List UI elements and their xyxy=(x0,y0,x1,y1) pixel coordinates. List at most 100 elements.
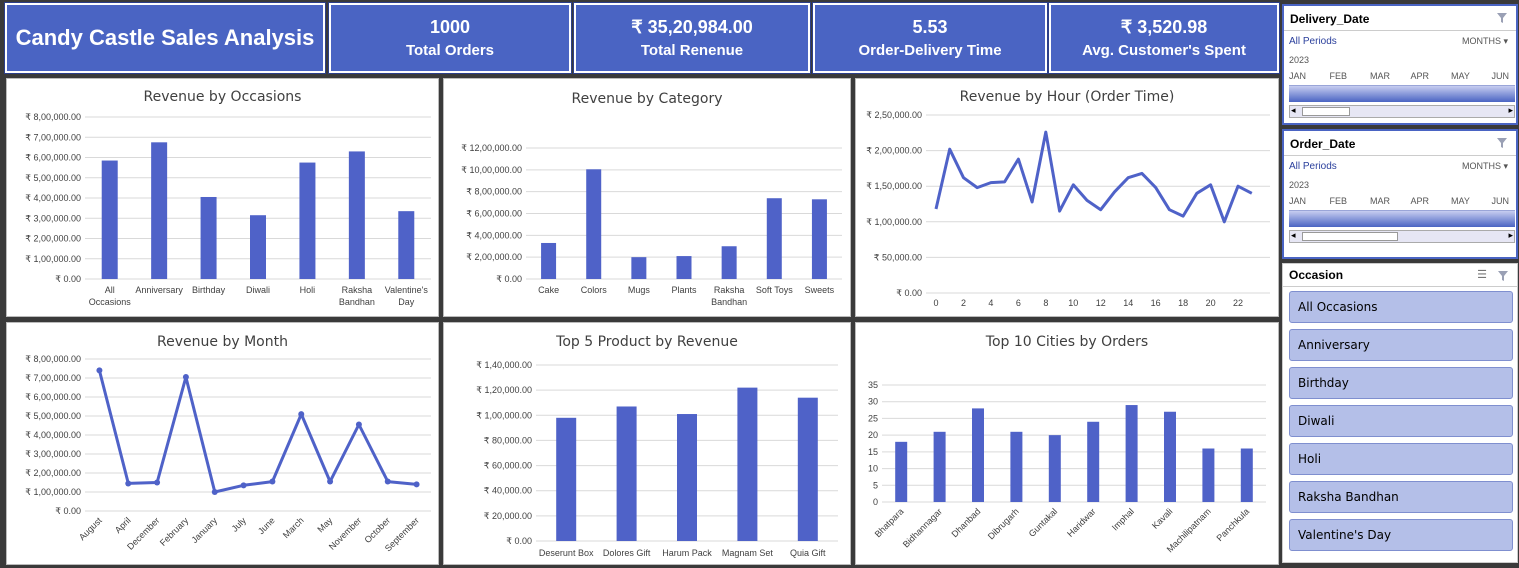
y-tick-label: ₹ 0.00 xyxy=(496,274,522,284)
occasion-item[interactable]: All Occasions xyxy=(1289,291,1513,323)
time-level-label: MONTHS xyxy=(1461,36,1501,46)
x-tick-label: Dolores Gift xyxy=(603,548,651,558)
time-level-dropdown[interactable]: MONTHS ▾ xyxy=(1462,36,1508,47)
chart-hour: ₹ 0.00 ₹ 50,000.00 ₹ 1,00,000.00 ₹ 1,50,000… xyxy=(866,110,1270,308)
y-tick-label: ₹ 6,00,000.00 xyxy=(466,209,522,219)
scroll-thumb[interactable] xyxy=(1302,107,1350,116)
occasion-item[interactable]: Raksha Bandhan xyxy=(1289,481,1513,513)
occasion-item[interactable]: Birthday xyxy=(1289,367,1513,399)
all-periods-label[interactable]: All Periods xyxy=(1289,161,1337,172)
month-label[interactable]: MAR xyxy=(1370,71,1390,81)
bar xyxy=(811,199,827,279)
month-label[interactable]: JUN xyxy=(1491,196,1510,206)
month-labels: JAN FEB MAR APR MAY JUN xyxy=(1289,71,1515,83)
data-point xyxy=(211,489,218,495)
month-label[interactable]: MAR xyxy=(1370,196,1390,206)
x-tick-label: Harum Pack xyxy=(662,548,712,558)
clear-filter-icon[interactable] xyxy=(1497,269,1509,281)
y-tick-label: 20 xyxy=(868,430,878,440)
bar xyxy=(151,142,168,279)
x-tick-label: January xyxy=(189,515,219,545)
chart-title: Revenue by Category xyxy=(571,91,723,107)
y-tick-label: ₹ 1,00,000.00 xyxy=(25,254,81,264)
chevron-down-icon: ▾ xyxy=(1503,36,1508,46)
bar xyxy=(766,198,782,279)
x-tick-label: Bandhan xyxy=(339,297,375,307)
data-point xyxy=(327,478,334,485)
x-tick-label: Kavali xyxy=(1150,506,1174,530)
occasion-item[interactable]: Holi xyxy=(1289,443,1513,475)
x-tick-label: Plants xyxy=(671,285,697,295)
slicer-occasion[interactable]: Occasion ☰ All Occasions Anniversary Bir… xyxy=(1282,263,1518,563)
bar xyxy=(972,408,984,502)
month-label[interactable]: FEB xyxy=(1329,196,1348,206)
y-tick-label: ₹ 2,50,000.00 xyxy=(866,110,922,120)
y-tick-label: 5 xyxy=(873,480,878,490)
chart-category: ₹ 0.00 ₹ 2,00,000.00 ₹ 4,00,000.00 ₹ 6,00,0… xyxy=(461,143,842,307)
occasion-item[interactable]: Diwali xyxy=(1289,405,1513,437)
x-tick-label: March xyxy=(281,515,306,540)
bar xyxy=(737,387,758,541)
x-tick-label: 12 xyxy=(1096,298,1106,308)
timeline-scrollbar[interactable]: ◂ ▸ xyxy=(1289,105,1515,118)
slicer-delivery-date[interactable]: Delivery_Date All Periods MONTHS ▾ 2023 … xyxy=(1282,4,1518,125)
y-tick-label: ₹ 3,00,000.00 xyxy=(25,449,81,459)
y-tick-label: ₹ 20,000.00 xyxy=(484,511,532,521)
scroll-left-icon[interactable]: ◂ xyxy=(1291,230,1296,240)
x-tick-label: Soft Toys xyxy=(756,285,793,295)
y-tick-label: ₹ 0.00 xyxy=(55,506,81,516)
bar xyxy=(299,162,316,279)
scroll-right-icon[interactable]: ▸ xyxy=(1508,230,1513,240)
timeline-bar[interactable] xyxy=(1289,210,1515,227)
y-tick-label: ₹ 2,00,000.00 xyxy=(466,252,522,262)
x-tick-label: 0 xyxy=(933,298,938,308)
x-tick-label: Raksha xyxy=(714,285,745,295)
bar xyxy=(200,196,217,279)
clear-filter-icon[interactable] xyxy=(1496,136,1508,148)
scroll-thumb[interactable] xyxy=(1302,232,1398,241)
occasion-item[interactable]: Valentine's Day xyxy=(1289,519,1513,551)
month-label[interactable]: JAN xyxy=(1289,196,1307,206)
bar xyxy=(895,441,908,502)
slicer-title: Order_Date xyxy=(1290,137,1356,151)
month-label[interactable]: JAN xyxy=(1289,71,1307,81)
month-label[interactable]: FEB xyxy=(1329,71,1348,81)
kpi-value: 1000 xyxy=(429,17,471,37)
month-label[interactable]: MAY xyxy=(1451,196,1470,206)
chart-panel-cities: Top 10 Cities by Orders 0 5 10 15 20 25 30 35 Bh… xyxy=(855,322,1279,565)
x-tick-label: Guntakal xyxy=(1027,506,1060,539)
month-label[interactable]: JUN xyxy=(1491,71,1510,81)
scroll-left-icon[interactable]: ◂ xyxy=(1291,105,1296,115)
data-point xyxy=(355,421,362,428)
timeline-scrollbar[interactable]: ◂ ▸ xyxy=(1289,230,1515,243)
x-tick-label: Occasions xyxy=(89,297,132,307)
y-tick-label: 30 xyxy=(868,397,878,407)
y-tick-label: ₹ 0.00 xyxy=(506,536,532,546)
clear-filter-icon[interactable] xyxy=(1496,11,1508,23)
dashboard-title-banner: Candy Castle Sales Analysis xyxy=(4,2,326,74)
series-line xyxy=(97,370,417,494)
bar xyxy=(1202,448,1215,502)
scroll-right-icon[interactable]: ▸ xyxy=(1508,105,1513,115)
multi-select-icon[interactable]: ☰ xyxy=(1477,269,1487,281)
slicer-order-date[interactable]: Order_Date All Periods MONTHS ▾ 2023 JAN… xyxy=(1282,129,1518,259)
time-level-dropdown[interactable]: MONTHS ▾ xyxy=(1462,161,1508,172)
month-label[interactable]: APR xyxy=(1410,71,1430,81)
y-tick-label: ₹ 12,00,000.00 xyxy=(461,143,522,153)
x-tick-label: July xyxy=(230,515,249,534)
month-label[interactable]: APR xyxy=(1410,196,1430,206)
kpi-label: Avg. Customer's Spent xyxy=(1082,42,1246,59)
x-tick-label: 16 xyxy=(1151,298,1161,308)
occasion-item[interactable]: Anniversary xyxy=(1289,329,1513,361)
month-label[interactable]: MAY xyxy=(1451,71,1470,81)
x-tick-label: May xyxy=(315,515,334,534)
data-point xyxy=(269,478,276,485)
bar xyxy=(250,215,266,279)
bar xyxy=(933,431,946,502)
chart-title: Top 5 Product by Revenue xyxy=(556,334,738,350)
all-periods-label[interactable]: All Periods xyxy=(1289,36,1337,47)
timeline-bar[interactable] xyxy=(1289,85,1515,102)
y-tick-label: ₹ 5,00,000.00 xyxy=(25,173,81,183)
series-line xyxy=(934,130,1253,224)
dashboard-title: Candy Castle Sales Analysis xyxy=(15,25,315,50)
